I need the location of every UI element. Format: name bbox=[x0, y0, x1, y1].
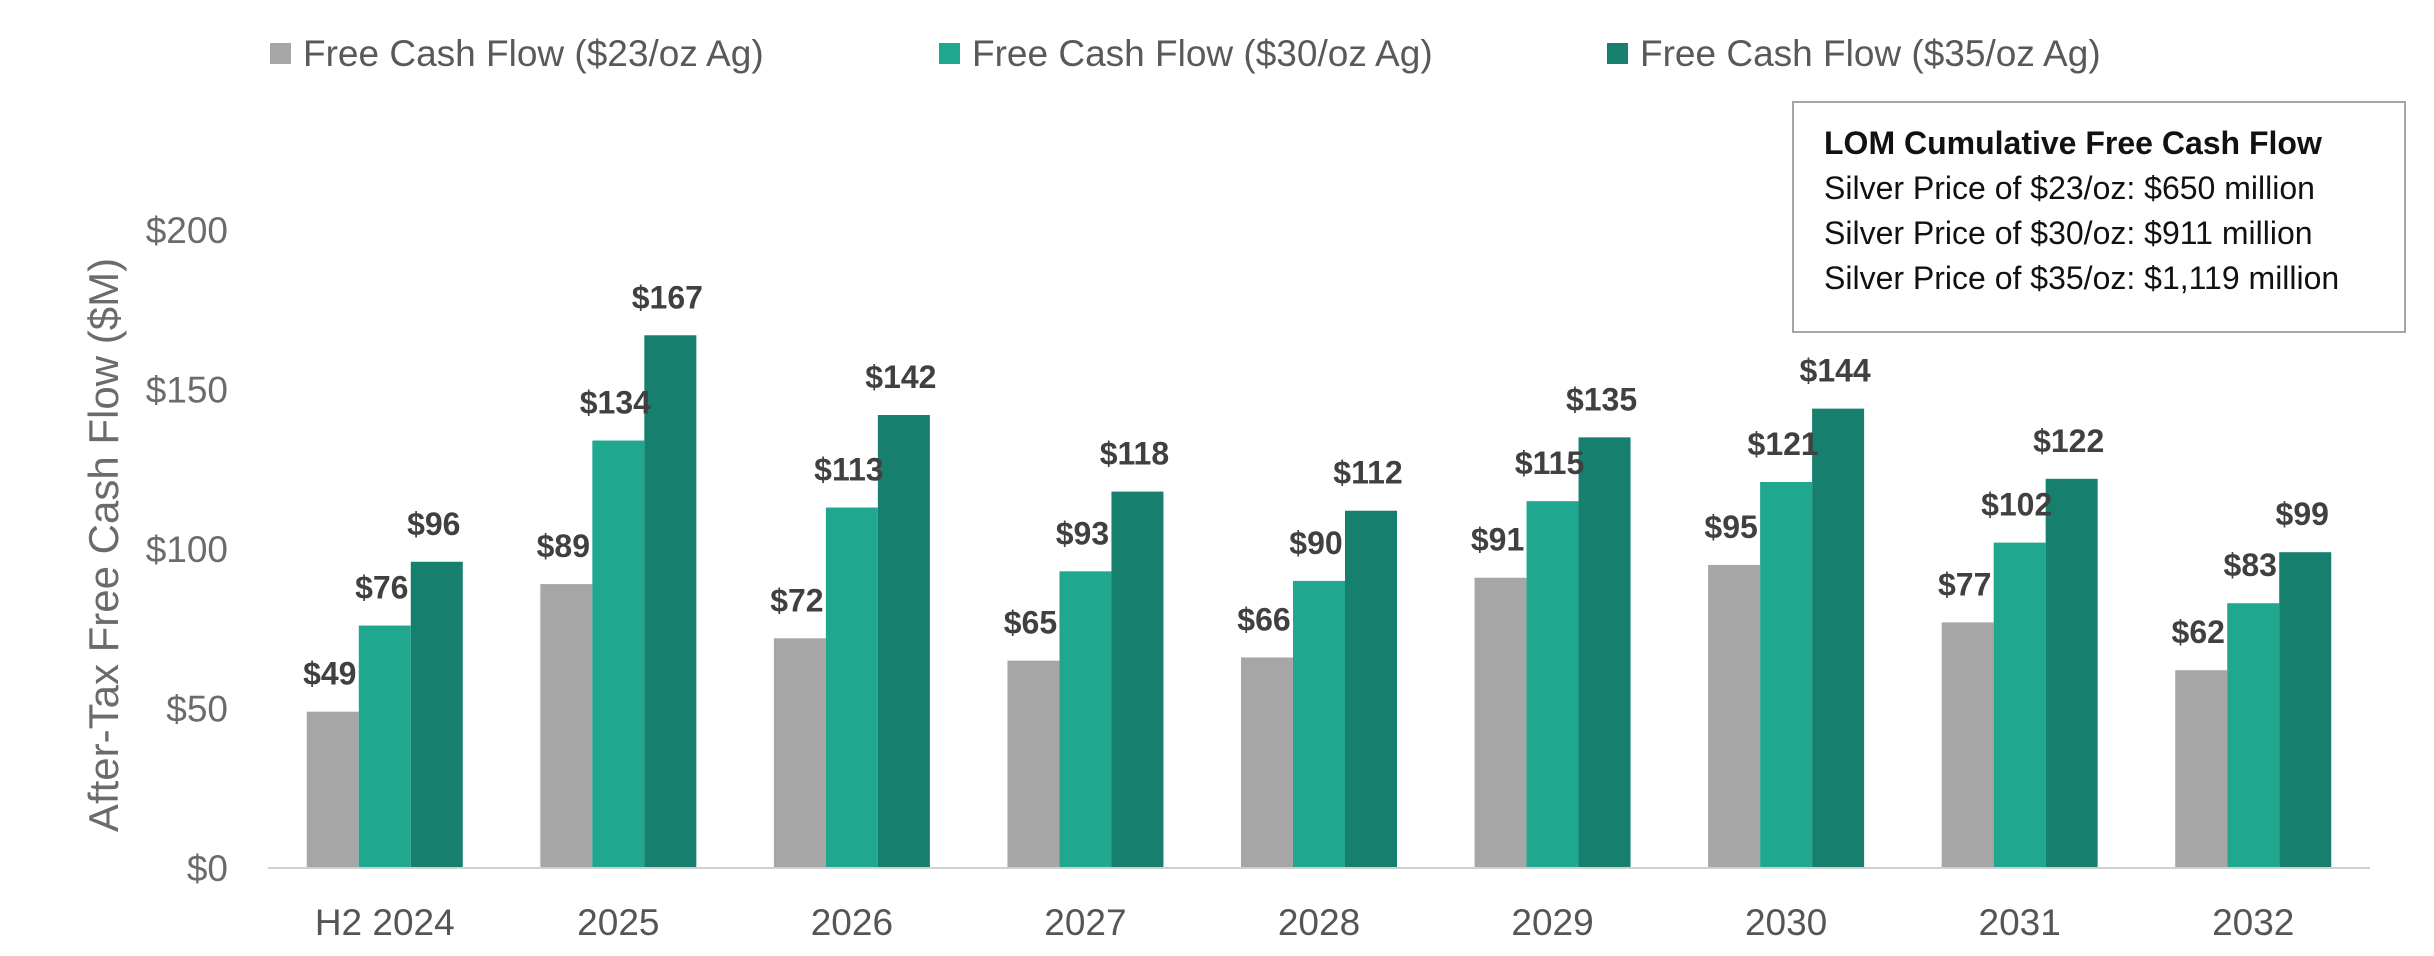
data-label: $99 bbox=[2276, 496, 2329, 532]
lom-line-30: Silver Price of $30/oz: $911 million bbox=[1824, 215, 2313, 251]
data-label: $115 bbox=[1515, 445, 1584, 481]
bar-2025-series-1 bbox=[540, 584, 593, 868]
data-label: $102 bbox=[1981, 487, 2052, 523]
bar-2031-series-2 bbox=[1993, 542, 2046, 868]
bar-2026-series-1 bbox=[773, 638, 826, 868]
bar-2028-series-1 bbox=[1241, 657, 1293, 868]
x-tick-label: 2027 bbox=[1044, 902, 1126, 943]
bar-2026-series-2 bbox=[825, 507, 878, 868]
x-tick-label: H2 2024 bbox=[315, 902, 455, 943]
y-tick-label: $150 bbox=[146, 370, 228, 411]
data-label: $167 bbox=[632, 279, 703, 315]
data-label: $76 bbox=[355, 570, 408, 606]
y-tick-label: $100 bbox=[146, 529, 228, 570]
data-label: $77 bbox=[1938, 566, 1991, 602]
lom-box-title: LOM Cumulative Free Cash Flow bbox=[1824, 125, 2322, 161]
data-label: $65 bbox=[1004, 605, 1057, 641]
bar-2025-series-2 bbox=[592, 440, 645, 868]
bar-2032-series-1 bbox=[2175, 670, 2228, 868]
data-label: $113 bbox=[814, 452, 883, 488]
bar-2027-series-2 bbox=[1059, 571, 1112, 868]
bar-2029-series-3 bbox=[1578, 437, 1631, 868]
bar-2029-series-2 bbox=[1526, 501, 1579, 868]
data-label: $96 bbox=[407, 506, 460, 542]
x-tick-label: 2029 bbox=[1511, 902, 1593, 943]
bar-2032-series-2 bbox=[2227, 603, 2280, 868]
x-tick-label: 2030 bbox=[1745, 902, 1827, 943]
data-label: $122 bbox=[2033, 423, 2104, 459]
data-label: $72 bbox=[770, 582, 823, 618]
data-label: $144 bbox=[1800, 353, 1871, 389]
bar-2028-series-2 bbox=[1293, 580, 1345, 868]
x-axis-labels: H2 2024 2025 2026 2027 2028 2029 2030 2031 2032 bbox=[315, 902, 2295, 943]
bar-2028-series-3 bbox=[1345, 510, 1397, 868]
bar-h2-2024-series-2 bbox=[358, 625, 411, 868]
bar-h2-2024-series-3 bbox=[410, 561, 463, 868]
data-label: $90 bbox=[1289, 525, 1342, 561]
data-label: $134 bbox=[580, 385, 651, 421]
x-tick-label: 2031 bbox=[1979, 902, 2061, 943]
data-label: $121 bbox=[1748, 426, 1819, 462]
legend: Free Cash Flow ($23/oz Ag) Free Cash Flow… bbox=[270, 33, 2101, 74]
data-labels-group: $49 $76 $96 $89 $134 $167 $72 $113 $142 $65 $93 $11… bbox=[303, 279, 2329, 691]
legend-label-3: Free Cash Flow ($35/oz Ag) bbox=[1640, 33, 2101, 74]
y-tick-label: $50 bbox=[166, 689, 228, 730]
bar-2030-series-1 bbox=[1708, 564, 1761, 868]
data-label: $66 bbox=[1237, 601, 1290, 637]
bar-2030-series-2 bbox=[1760, 482, 1813, 868]
data-label: $91 bbox=[1471, 522, 1524, 558]
bar-2027-series-3 bbox=[1111, 491, 1164, 868]
legend-swatch-2 bbox=[939, 43, 960, 64]
data-label: $142 bbox=[865, 359, 936, 395]
bar-2029-series-1 bbox=[1474, 577, 1527, 868]
bar-2030-series-3 bbox=[1812, 408, 1865, 868]
bar-2031-series-3 bbox=[2045, 478, 2098, 868]
legend-swatch-3 bbox=[1607, 43, 1628, 64]
bar-2032-series-3 bbox=[2279, 552, 2332, 868]
data-label: $135 bbox=[1566, 381, 1637, 417]
data-label: $89 bbox=[537, 528, 590, 564]
y-axis-ticks: $0 $50 $100 $150 $200 bbox=[146, 210, 228, 889]
bar-2025-series-3 bbox=[644, 335, 697, 868]
y-tick-label: $200 bbox=[146, 210, 228, 251]
bar-series-group bbox=[306, 335, 2332, 868]
x-tick-label: 2032 bbox=[2212, 902, 2294, 943]
bar-h2-2024-series-1 bbox=[306, 711, 359, 868]
lom-line-23: Silver Price of $23/oz: $650 million bbox=[1824, 170, 2315, 206]
data-label: $93 bbox=[1056, 515, 1109, 551]
data-label: $62 bbox=[2172, 614, 2225, 650]
legend-swatch-1 bbox=[270, 43, 291, 64]
legend-label-2: Free Cash Flow ($30/oz Ag) bbox=[972, 33, 1433, 74]
lom-cumulative-fcf-box: LOM Cumulative Free Cash Flow Silver Pri… bbox=[1792, 101, 2406, 333]
data-label: $95 bbox=[1704, 509, 1757, 545]
x-tick-label: 2025 bbox=[577, 902, 659, 943]
data-label: $112 bbox=[1333, 455, 1402, 491]
y-tick-label: $0 bbox=[187, 848, 228, 889]
y-axis-title: After-Tax Free Cash Flow ($M) bbox=[80, 258, 127, 832]
bar-2027-series-1 bbox=[1007, 660, 1060, 868]
data-label: $118 bbox=[1100, 436, 1169, 472]
bar-2031-series-1 bbox=[1941, 622, 1994, 868]
x-tick-label: 2026 bbox=[811, 902, 893, 943]
data-label: $83 bbox=[2224, 547, 2277, 583]
data-label: $49 bbox=[303, 656, 356, 692]
lom-line-35: Silver Price of $35/oz: $1,119 million bbox=[1824, 260, 2340, 296]
x-tick-label: 2028 bbox=[1278, 902, 1360, 943]
bar-2026-series-3 bbox=[877, 415, 930, 868]
legend-label-1: Free Cash Flow ($23/oz Ag) bbox=[303, 33, 764, 74]
